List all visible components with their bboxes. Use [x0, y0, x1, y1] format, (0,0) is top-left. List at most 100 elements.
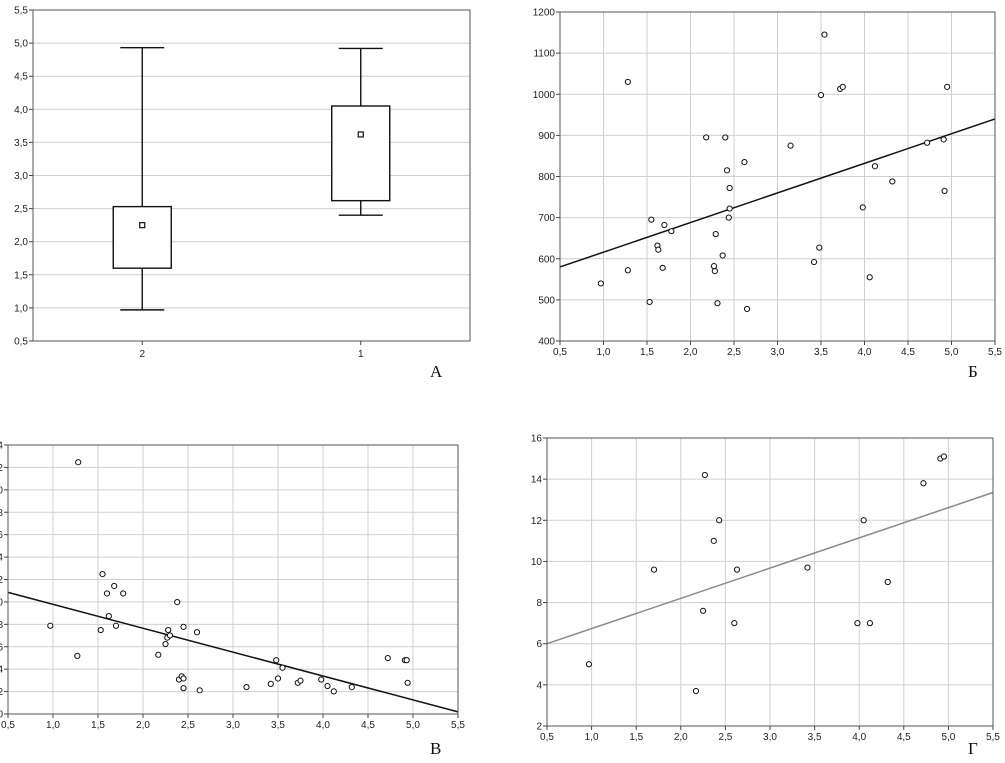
data-point: [624, 267, 631, 274]
data-point: [816, 244, 823, 251]
y-tick-label: 18: [0, 508, 3, 519]
data-point: [712, 230, 719, 238]
x-tick-label: 2,0: [674, 732, 688, 743]
data-point: [165, 626, 172, 634]
data-point: [279, 664, 286, 671]
y-tick-label: 1,5: [14, 270, 28, 281]
data-point: [726, 184, 733, 192]
data-point: [103, 590, 111, 597]
x-tick-label: 2,0: [136, 720, 150, 731]
y-tick-label: 1100: [533, 49, 555, 60]
x-tick-label: 0,5: [1, 720, 15, 731]
x-tick-label: 4,0: [858, 347, 872, 358]
y-tick-label: 14: [531, 475, 543, 486]
data-point: [924, 139, 931, 146]
x-tick-label: 2: [139, 349, 145, 360]
regression-line: [546, 491, 994, 645]
data-point: [655, 246, 662, 253]
x-tick-label: 1,0: [597, 347, 611, 358]
data-point: [692, 687, 700, 695]
y-tick-label: 500: [538, 295, 555, 306]
panel-b-scatter: 400 500 600 700 800 900 1000 1100 1200 0,5 1,0 1,5 2…: [533, 8, 1003, 359]
data-point: [719, 252, 726, 259]
y-tick-label: 4: [0, 665, 3, 676]
x-tick-label: 5,5: [988, 347, 1002, 358]
y-tick-label: 2: [0, 687, 3, 698]
data-point: [105, 612, 112, 620]
x-tick-label: 5,0: [945, 347, 959, 358]
data-point: [817, 91, 825, 99]
data-point: [884, 578, 891, 586]
data-point: [866, 620, 874, 627]
y-tick-label: 1200: [533, 8, 556, 19]
y-tick-label: 2,5: [14, 204, 28, 215]
x-tick-label: 3,0: [771, 347, 785, 358]
data-point: [624, 78, 631, 86]
plot-frame: [32, 9, 471, 342]
y-tick-label: 20: [0, 485, 3, 496]
x-tick-label: 4,5: [361, 720, 375, 731]
x-tick-label: 1,0: [585, 732, 599, 743]
y-tick-label: 4: [536, 680, 542, 691]
x-tick-label: 3,5: [814, 347, 828, 358]
x-tick-label: 5,0: [941, 732, 955, 743]
data-point: [871, 163, 879, 170]
y-tick-label: 0: [0, 710, 3, 721]
panel-label-v: В: [430, 739, 441, 758]
y-tick-label: 12: [531, 516, 543, 527]
data-point: [668, 228, 675, 235]
data-point: [725, 214, 732, 221]
x-tick-label: 3,0: [763, 732, 777, 743]
x-tick-label: 2,0: [684, 347, 698, 358]
y-tick-label: 3,0: [14, 171, 28, 182]
data-point: [403, 657, 410, 664]
data-point: [47, 622, 54, 629]
y-tick-label: 1,0: [14, 303, 28, 314]
y-tick-label: 1000: [533, 90, 556, 101]
y-tick-label: 900: [538, 131, 555, 142]
data-point: [120, 590, 127, 597]
y-tick-label: 0,5: [14, 337, 28, 348]
y-tick-label: 2,0: [14, 237, 28, 248]
data-point: [710, 263, 718, 270]
data-point: [701, 471, 708, 479]
data-point: [646, 298, 653, 306]
median-marker: [139, 222, 146, 229]
y-tick-label: 8: [536, 598, 542, 609]
x-tick-label: 0,5: [553, 347, 567, 358]
data-point: [723, 167, 731, 174]
data-point: [741, 159, 748, 166]
y-tick-label: 2: [536, 722, 542, 733]
data-point: [166, 632, 174, 639]
x-tick-label: 5,0: [406, 720, 420, 731]
y-tick-label: 12: [0, 575, 3, 586]
data-point: [860, 517, 867, 524]
data-point: [648, 216, 655, 223]
x-tick-label: 2,5: [181, 720, 195, 731]
y-tick-label: 3,5: [14, 138, 28, 149]
data-point: [112, 622, 120, 629]
y-tick-label: 16: [531, 434, 543, 445]
data-point: [111, 582, 118, 590]
data-point: [940, 453, 948, 460]
data-point: [324, 682, 331, 690]
data-point: [854, 620, 861, 627]
data-point: [243, 684, 250, 691]
regression-line: [7, 591, 459, 713]
data-point: [944, 83, 951, 90]
data-point: [940, 136, 947, 143]
y-tick-label: 6: [536, 639, 542, 650]
y-tick-label: 22: [0, 463, 3, 474]
y-tick-label: 800: [538, 172, 555, 183]
data-point: [404, 679, 411, 686]
data-point: [700, 607, 707, 614]
y-tick-label: 4,5: [14, 72, 28, 83]
plot-frame: [559, 11, 996, 342]
data-point: [597, 280, 604, 287]
data-point: [585, 661, 593, 668]
data-point: [659, 264, 666, 271]
panel-g-scatter: 2 4 6 8 10 12 14 16 0,5 1,0 1,5 2,0 2,5 3,0 3,5 4,0 4,5 5…: [531, 434, 1001, 744]
x-tick-label: 5,5: [451, 720, 465, 731]
data-point: [267, 680, 274, 687]
